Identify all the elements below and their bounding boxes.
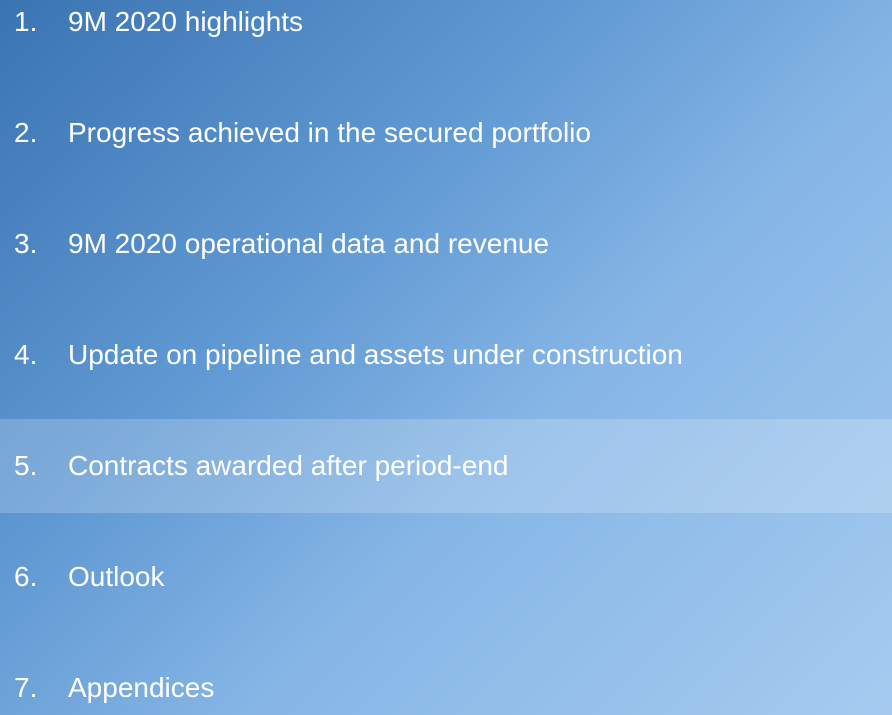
agenda-item: 6. Outlook — [0, 530, 892, 624]
item-label: 9M 2020 highlights — [68, 6, 304, 37]
agenda-item: 5. Contracts awarded after period-end — [0, 419, 892, 513]
agenda-item: 1. 9M 2020 highlights — [0, 0, 892, 69]
item-label: Appendices — [68, 672, 215, 703]
item-number: 5. — [14, 450, 38, 481]
agenda-item: 7. Appendices — [0, 641, 892, 715]
item-label: Outlook — [68, 561, 165, 592]
item-label: Contracts awarded after period-end — [68, 450, 509, 481]
item-number: 6. — [14, 561, 38, 592]
agenda-item: 2. Progress achieved in the secured portf… — [0, 86, 892, 180]
item-number: 1. — [14, 6, 38, 37]
agenda-item: 4. Update on pipeline and assets under co… — [0, 308, 892, 402]
agenda-item: 3. 9M 2020 operational data and revenue — [0, 197, 892, 291]
item-number: 3. — [14, 228, 38, 259]
item-number: 7. — [14, 672, 38, 703]
item-number: 4. — [14, 339, 38, 370]
item-label: 9M 2020 operational data and revenue — [68, 228, 550, 259]
item-number: 2. — [14, 117, 38, 148]
item-label: Update on pipeline and assets under cons… — [68, 339, 683, 370]
item-label: Progress achieved in the secured portfol… — [68, 117, 591, 148]
